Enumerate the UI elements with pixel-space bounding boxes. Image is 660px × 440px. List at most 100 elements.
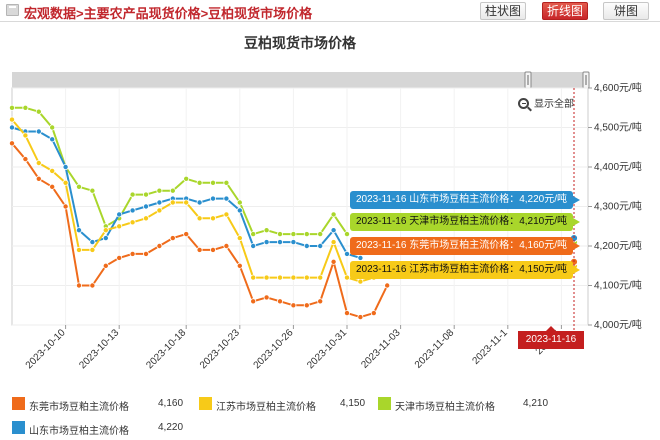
data-point[interactable] [370,310,377,317]
data-point[interactable] [49,183,56,190]
data-point[interactable] [183,175,190,182]
data-point[interactable] [276,231,283,238]
data-point[interactable] [209,179,216,186]
data-point[interactable] [330,258,337,265]
data-point[interactable] [49,124,56,131]
data-point[interactable] [303,231,310,238]
data-point[interactable] [330,239,337,246]
data-point[interactable] [35,175,42,182]
data-point[interactable] [129,250,136,257]
data-point[interactable] [142,250,149,257]
data-point[interactable] [8,124,15,131]
data-point[interactable] [276,239,283,246]
data-point[interactable] [196,246,203,253]
data-point[interactable] [183,231,190,238]
data-point[interactable] [209,195,216,202]
data-point[interactable] [35,159,42,166]
data-point[interactable] [330,227,337,234]
data-point[interactable] [223,242,230,249]
data-point[interactable] [250,231,257,238]
data-point[interactable] [263,227,270,234]
data-point[interactable] [49,167,56,174]
data-point[interactable] [236,235,243,242]
data-point[interactable] [250,242,257,249]
data-point[interactable] [49,136,56,143]
data-point[interactable] [169,235,176,242]
series-line-1[interactable] [11,118,375,283]
data-point[interactable] [343,274,350,281]
data-point[interactable] [142,215,149,222]
data-point[interactable] [89,239,96,246]
data-point[interactable] [290,231,297,238]
data-point[interactable] [290,239,297,246]
data-point[interactable] [236,207,243,214]
data-point[interactable] [22,156,29,163]
data-point[interactable] [290,302,297,309]
data-point[interactable] [129,191,136,198]
data-point[interactable] [76,183,83,190]
data-point[interactable] [142,191,149,198]
data-point[interactable] [62,179,69,186]
data-point[interactable] [290,274,297,281]
data-point[interactable] [317,274,324,281]
data-point[interactable] [22,132,29,139]
data-point[interactable] [8,104,15,111]
data-point[interactable] [8,140,15,147]
data-point[interactable] [76,227,83,234]
data-point[interactable] [250,298,257,305]
data-point[interactable] [183,199,190,206]
data-point[interactable] [102,227,109,234]
data-point[interactable] [223,195,230,202]
data-point[interactable] [263,294,270,301]
data-point[interactable] [62,163,69,170]
data-point[interactable] [250,274,257,281]
data-point[interactable] [276,274,283,281]
data-point[interactable] [303,302,310,309]
data-point[interactable] [142,203,149,210]
data-point[interactable] [129,207,136,214]
data-point[interactable] [236,262,243,269]
data-point[interactable] [102,235,109,242]
data-point[interactable] [35,128,42,135]
data-point[interactable] [102,262,109,269]
data-point[interactable] [196,199,203,206]
data-point[interactable] [276,298,283,305]
data-point[interactable] [156,187,163,194]
data-point[interactable] [317,298,324,305]
data-point[interactable] [89,187,96,194]
data-point[interactable] [76,246,83,253]
data-point[interactable] [303,274,310,281]
data-point[interactable] [76,282,83,289]
data-point[interactable] [156,199,163,206]
data-point[interactable] [156,207,163,214]
zoom-reset-control[interactable]: 显示全部 [518,95,574,110]
data-point[interactable] [116,223,123,230]
data-point[interactable] [169,187,176,194]
data-point[interactable] [317,231,324,238]
data-point[interactable] [263,239,270,246]
data-point[interactable] [116,254,123,261]
data-point[interactable] [35,108,42,115]
data-point[interactable] [343,231,350,238]
data-point[interactable] [357,278,364,285]
data-point[interactable] [116,211,123,218]
data-point[interactable] [156,242,163,249]
pie-chart-button[interactable]: 饼图 [603,2,649,20]
data-point[interactable] [236,199,243,206]
data-point[interactable] [89,246,96,253]
data-point[interactable] [384,282,391,289]
data-point[interactable] [22,104,29,111]
data-point[interactable] [209,215,216,222]
data-point[interactable] [209,246,216,253]
data-point[interactable] [263,274,270,281]
data-point[interactable] [357,254,364,261]
data-point[interactable] [317,242,324,249]
line-chart-button[interactable]: 折线图 [542,2,588,20]
breadcrumb[interactable]: 宏观数据>主要农产品现货价格>豆柏现货市场价格 [24,6,313,21]
data-point[interactable] [357,314,364,321]
data-point[interactable] [343,250,350,257]
data-point[interactable] [303,242,310,249]
data-point[interactable] [89,282,96,289]
data-point[interactable] [330,211,337,218]
data-point[interactable] [196,179,203,186]
